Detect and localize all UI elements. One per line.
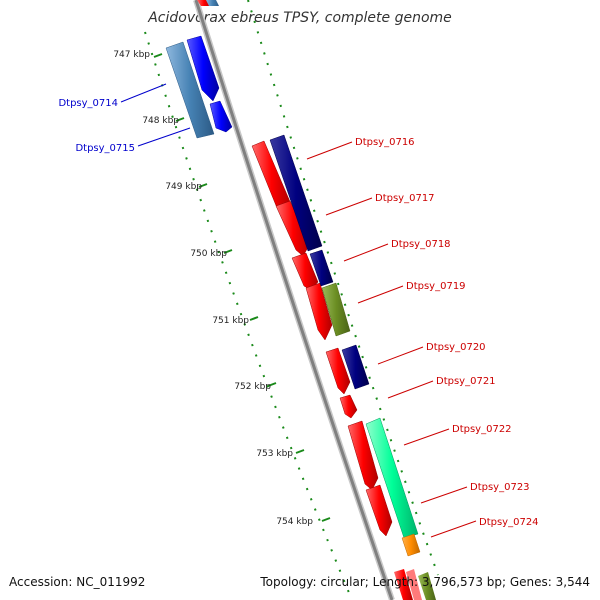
gene-feature-olive xyxy=(321,282,351,337)
gene-label[interactable]: Dtpsy_0719 xyxy=(406,281,466,292)
tick-label: 752 kbp xyxy=(234,382,271,392)
gene-feature-navy xyxy=(341,344,370,390)
gene-label[interactable]: Dtpsy_0718 xyxy=(391,239,451,250)
gene-feature xyxy=(418,572,436,600)
tick-label: 748 kbp xyxy=(142,116,179,126)
feature-group-0714-0715 xyxy=(165,35,233,139)
tick-label: 753 kbp xyxy=(256,449,293,459)
major-ticks xyxy=(153,53,331,522)
gene-feature-0720 xyxy=(325,347,351,395)
gene-feature-navy xyxy=(269,134,323,252)
gene-feature xyxy=(394,569,413,600)
gene-feature-0717 xyxy=(275,200,311,257)
gene-label[interactable]: Dtpsy_0724 xyxy=(479,517,539,528)
gene-label[interactable]: Dtpsy_0720 xyxy=(426,342,486,353)
map-title: Acidovorax ebreus TPSY, complete genome xyxy=(147,10,452,26)
gene-feature-0723 xyxy=(365,484,393,537)
genome-backbone xyxy=(194,0,394,600)
outer-strand-features xyxy=(269,134,421,557)
gene-label[interactable]: Dtpsy_0716 xyxy=(355,137,415,148)
gene-feature-0714 xyxy=(186,35,220,102)
label-leader-lines xyxy=(120,83,477,538)
gene-feature xyxy=(206,0,219,6)
gene-feature-steel xyxy=(165,41,215,139)
gene-feature-0722 xyxy=(347,420,379,491)
gene-feature-navy xyxy=(309,249,334,287)
tick-label: 747 kbp xyxy=(113,50,150,60)
top-clipped-features xyxy=(197,0,219,6)
gene-label[interactable]: Dtpsy_0722 xyxy=(452,424,512,435)
gene-feature-0721 xyxy=(339,394,358,419)
red-strand-features xyxy=(251,140,393,537)
tick-label: 751 kbp xyxy=(212,316,249,326)
gene-feature-orange xyxy=(401,533,421,557)
gene-label[interactable]: Dtpsy_0714 xyxy=(58,98,118,109)
bottom-clipped-features xyxy=(394,569,436,600)
topology-text: Topology: circular; Length: 3,796,573 bp… xyxy=(259,575,590,589)
gene-feature-0715 xyxy=(209,100,233,133)
gene-label[interactable]: Dtpsy_0721 xyxy=(436,376,496,387)
gene-label[interactable]: Dtpsy_0717 xyxy=(375,193,435,204)
gene-label[interactable]: Dtpsy_0723 xyxy=(470,482,530,493)
tick-label: 749 kbp xyxy=(165,182,202,192)
gene-feature xyxy=(406,569,422,600)
tick-label: 750 kbp xyxy=(190,249,227,259)
tick-label: 754 kbp xyxy=(276,517,313,527)
gene-feature-0719 xyxy=(305,282,333,341)
gene-feature-aqua xyxy=(365,417,419,539)
gene-labels: Dtpsy_0714 Dtpsy_0715 Dtpsy_0716 Dtpsy_0… xyxy=(58,98,538,528)
gene-label[interactable]: Dtpsy_0715 xyxy=(75,143,135,154)
accession-text: Accession: NC_011992 xyxy=(9,575,145,589)
tick-labels: 747 kbp 748 kbp 749 kbp 750 kbp 751 kbp … xyxy=(113,50,313,527)
